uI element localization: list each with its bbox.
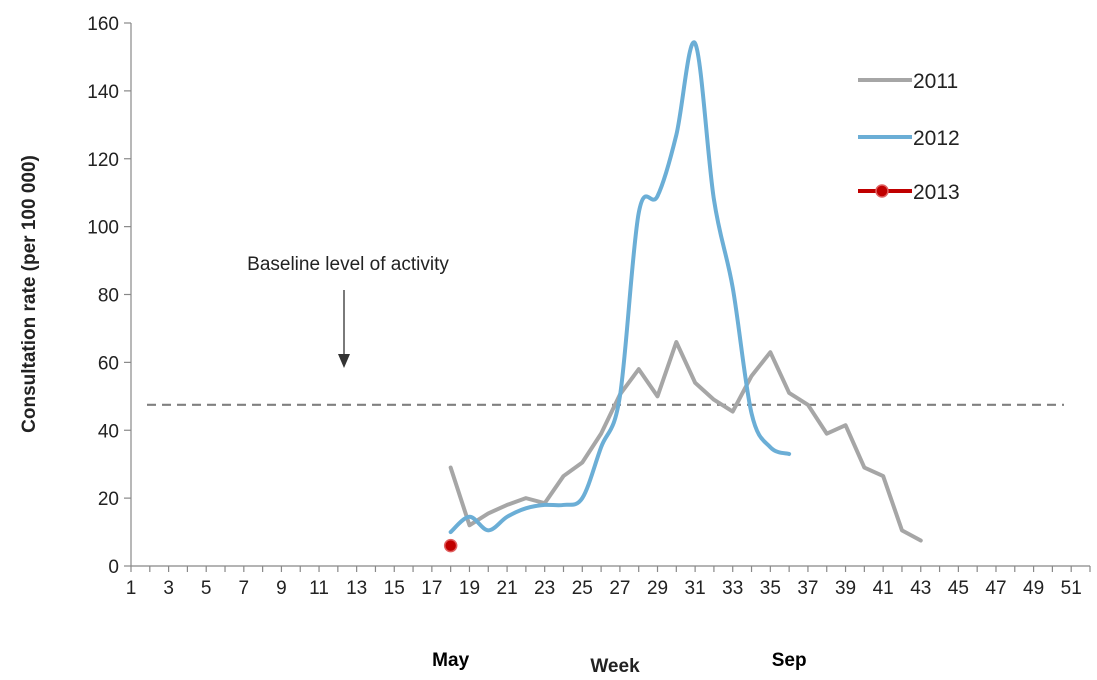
y-tick-label: 160 (87, 14, 119, 35)
y-axis-title: Consultation rate (per 100 000) (19, 155, 40, 433)
x-tick-label: 49 (1023, 578, 1044, 599)
x-tick-label: 29 (647, 578, 668, 599)
y-tick-label: 100 (87, 218, 119, 239)
y-tick-label: 80 (98, 286, 119, 307)
x-tick-label: 11 (309, 578, 329, 599)
data-point-2013 (443, 538, 458, 553)
baseline: Baseline level of activity (147, 254, 1064, 406)
baseline-label: Baseline level of activity (247, 254, 449, 275)
series-line-2011 (448, 340, 923, 543)
x-tick-label: 7 (239, 578, 250, 599)
y-tick-label: 40 (98, 421, 119, 442)
x-tick-label: 45 (948, 578, 969, 599)
x-tick-label: 47 (985, 578, 1006, 599)
y-tick-label: 60 (98, 353, 119, 374)
y-tick-label: 20 (98, 489, 119, 510)
x-tick-label: 23 (534, 578, 555, 599)
month-label: May (432, 650, 469, 671)
x-tick-label: 1 (126, 578, 137, 599)
x-tick-label: 5 (201, 578, 212, 599)
series-line-2012 (448, 40, 792, 535)
x-tick-label: 3 (163, 578, 174, 599)
x-tick-label: 19 (459, 578, 480, 599)
x-tick-label: 41 (873, 578, 894, 599)
x-tick-label: 51 (1061, 578, 1082, 599)
legend-marker-2013 (875, 184, 889, 198)
x-tick-label: 21 (497, 578, 518, 599)
x-tick-label: 25 (572, 578, 593, 599)
baseline-arrow-head (338, 354, 350, 368)
legend-label-2012: 2012 (913, 127, 960, 150)
y-tick-label: 120 (87, 150, 119, 171)
x-tick-label: 9 (276, 578, 287, 599)
x-tick-label: 27 (609, 578, 630, 599)
x-tick-label: 17 (421, 578, 442, 599)
month-label: Sep (772, 650, 807, 671)
x-tick-label: 35 (760, 578, 781, 599)
x-tick-label: 15 (384, 578, 405, 599)
x-tick-label: 13 (346, 578, 367, 599)
legend: 2011 2012 2013 (858, 70, 960, 204)
plot-area (443, 40, 923, 553)
y-tick-label: 140 (87, 82, 119, 103)
x-tick-label: 31 (685, 578, 706, 599)
legend-label-2011: 2011 (913, 70, 958, 93)
x-tick-label: 37 (797, 578, 818, 599)
x-axis-title: Week (590, 656, 640, 677)
legend-label-2013: 2013 (913, 181, 960, 204)
x-tick-label: 39 (835, 578, 856, 599)
y-tick-label: 0 (108, 557, 119, 578)
x-tick-label: 33 (722, 578, 743, 599)
x-tick-label: 43 (910, 578, 931, 599)
